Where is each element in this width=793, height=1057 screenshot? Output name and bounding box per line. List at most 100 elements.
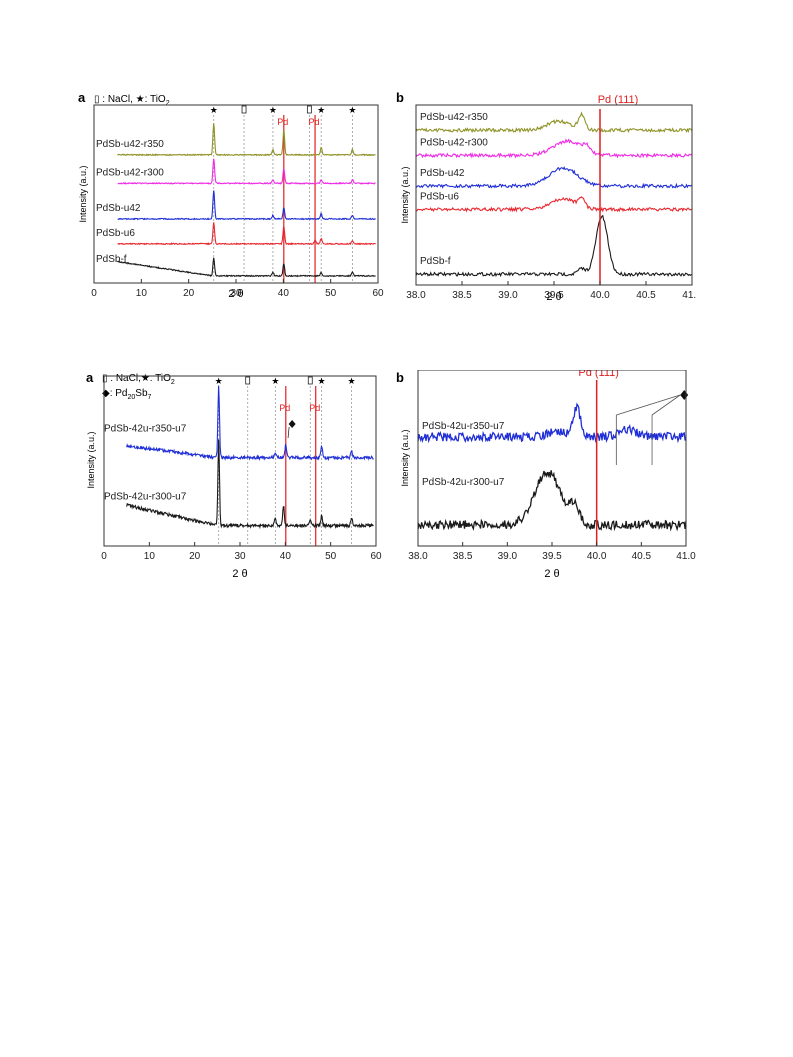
series-line-PdSb-u42-r350 [117,123,376,157]
x-tick-label: 30 [230,288,242,299]
series-line-PdSb-42u-r350-u7 [126,385,374,462]
series-label: PdSb-u42-r350 [96,139,164,150]
nacl-marker [245,376,251,385]
panel-letter: a [86,370,94,385]
x-axis-label: 2 θ [228,288,243,300]
x-axis-ticks: 0 10 20 30 40 50 60 [91,279,384,299]
x-tick-label: 38.5 [452,290,472,301]
x-tick-label: 38.0 [406,290,426,301]
legend-text-2: ◆: Pd20Sb7 [102,388,152,401]
series-line-PdSb-u42-r350 [415,111,693,134]
x-tick-label: 40.5 [636,290,656,301]
x-tick-label: 40.5 [632,551,652,562]
series-group: PdSb-42u-r300-u7 PdSb-42u-r350-u7 [417,402,687,532]
series-group: PdSb-f PdSb-u6 PdSb-u42 PdSb-u42-r300 PdSb-u… [96,123,376,278]
y-axis-label: Intensity (a.u.) [86,431,96,488]
x-tick-label: 41.0 [676,551,696,562]
series-label: PdSb-42u-r350-u7 [104,424,187,435]
x-axis-label: 2 θ [546,291,561,302]
pd111-label: Pd (111) [598,94,639,106]
x-tick-label: 20 [183,288,195,299]
x-tick-label: 40 [278,288,290,299]
series-line-PdSb-u6 [415,196,693,213]
pd111-reference: Pd (111) [598,94,639,285]
nacl-marker [306,105,312,114]
series-line-PdSb-42u-r300-u7 [417,470,687,532]
legend-text: ▯ : NaCl, ★: TiO2 [94,94,170,107]
x-tick-label: 20 [189,551,201,562]
tio2-star-marker: ★ [347,376,355,386]
chart-top-b: b PdSb-f PdSb-u6 PdSb-u42 PdSb-u42-r300 PdSb… [396,90,696,302]
chart-bottom-b: b PdSb-42u-r300-u7 PdSb-42u-r350-u7 Pd (1… [396,370,696,582]
series-label: PdSb-u42-r300 [420,137,488,148]
x-tick-label: 40 [280,551,292,562]
series-group: PdSb-42u-r300-u7 PdSb-42u-r350-u7 [104,385,374,530]
x-tick-label: 41.0 [682,290,696,301]
pd111-reference: Pd (111) [578,370,689,546]
pd111-label: Pd (111) [578,370,619,379]
tio2-star-marker: ★ [318,376,326,386]
x-tick-label: 0 [91,288,97,299]
chart-bottom-a-svg: a ▯ : NaCl,★: TiO2 ◆: Pd20Sb7 ★ ★ Pd Pd ★ ★ P… [86,370,382,580]
series-label: PdSb-f [96,254,127,265]
series-line-PdSb-f [415,214,692,278]
x-tick-label: 50 [325,288,337,299]
x-tick-label: 50 [325,551,337,562]
pd-ref-label: Pd [309,403,320,413]
y-axis-label: Intensity (a.u.) [400,429,410,486]
x-tick-label: 30 [234,551,246,562]
tio2-star-marker: ★ [215,376,223,386]
chart-bottom-a: a ▯ : NaCl,★: TiO2 ◆: Pd20Sb7 ★ ★ Pd Pd ★ ★ P… [86,370,384,582]
nacl-marker [241,105,247,114]
chart-bottom-b-svg: b PdSb-42u-r300-u7 PdSb-42u-r350-u7 Pd (1… [396,370,696,580]
tio2-star-marker: ★ [317,105,325,115]
tio2-star-marker: ★ [269,105,277,115]
series-label: PdSb-42u-r350-u7 [422,421,505,432]
tio2-star-marker: ★ [210,105,218,115]
x-tick-label: 39.5 [542,551,562,562]
tio2-star-marker: ★ [348,105,356,115]
pd-ref-label: Pd [277,117,288,127]
series-label: PdSb-u42 [96,203,141,214]
legend-text: ▯ : NaCl,★: TiO2 [102,373,175,386]
x-tick-label: 39.5 [544,290,564,301]
plot-frame [103,375,377,547]
pd20sb7-pointer [287,426,290,439]
series-label: PdSb-42u-r300-u7 [422,477,505,488]
series-line-PdSb-42u-r300-u7 [126,439,374,530]
series-label: PdSb-u42-r350 [420,112,488,123]
series-group: PdSb-f PdSb-u6 PdSb-u42 PdSb-u42-r300 PdSb-u… [415,111,693,278]
panel-letter: b [396,370,404,385]
x-tick-label: 40.0 [590,290,610,301]
series-label: PdSb-u42 [420,168,465,179]
reference-lines: ★ ★Pd Pd★ ★ [210,105,356,283]
x-tick-label: 60 [372,288,384,299]
x-axis-ticks: 38.0 38.5 39.0 39.5 40.0 40.5 41.0 [406,281,696,301]
series-line-PdSb-u42-r300 [117,158,376,185]
series-line-PdSb-u42 [415,166,693,189]
series-line-PdSb-f [117,257,376,278]
x-axis-label: 2 θ [544,568,559,580]
series-line-PdSb-42u-r350-u7 [417,402,687,444]
chart-top-a: a ▯ : NaCl, ★: TiO2 ★ ★ Pd Pd ★ ★ PdSb-f PdSb-… [78,90,384,300]
x-tick-label: 10 [144,551,156,562]
x-axis-ticks: 0 10 20 30 40 50 60 [101,542,382,562]
pd-ref-label: Pd [309,117,320,127]
x-tick-label: 60 [370,551,382,562]
pd20sb7-diamond-marker [288,420,296,428]
x-tick-label: 38.5 [453,551,473,562]
x-tick-label: 40.0 [587,551,607,562]
series-label: PdSb-42u-r300-u7 [104,492,187,503]
plot-frame [417,370,687,547]
pd-ref-label: Pd [279,403,290,413]
series-line-PdSb-u42 [117,190,376,221]
series-label: PdSb-f [420,256,451,267]
x-tick-label: 0 [101,551,107,562]
x-tick-label: 10 [136,288,148,299]
x-axis-ticks: 38.0 38.5 39.0 39.5 40.0 40.5 41.0 [408,542,696,562]
chart-top-a-svg: a ▯ : NaCl, ★: TiO2 ★ ★Pd Pd★ ★ PdSb-fPdSb-… [78,90,384,300]
panel-letter: a [78,90,86,105]
x-tick-label: 39.0 [498,551,518,562]
series-line-PdSb-u42-r300 [415,138,693,159]
x-tick-label: 38.0 [408,551,428,562]
